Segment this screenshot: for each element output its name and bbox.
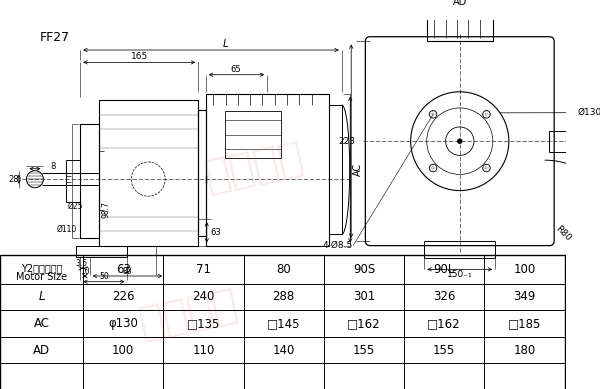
Text: 一码特价: 一码特价 bbox=[136, 283, 242, 345]
Text: 3.5: 3.5 bbox=[75, 259, 87, 268]
Text: AC: AC bbox=[353, 163, 363, 176]
Text: 28: 28 bbox=[8, 175, 19, 184]
Text: FF27: FF27 bbox=[40, 31, 70, 44]
Text: 165: 165 bbox=[131, 52, 148, 61]
Text: 65: 65 bbox=[231, 65, 241, 74]
Text: 155: 155 bbox=[353, 343, 375, 357]
Text: 8: 8 bbox=[50, 162, 56, 171]
Text: □145: □145 bbox=[267, 317, 301, 330]
Text: 100: 100 bbox=[514, 263, 536, 276]
Text: 140: 140 bbox=[272, 343, 295, 357]
Bar bbox=[76, 245, 127, 257]
Text: 90S: 90S bbox=[353, 263, 375, 276]
Text: 110: 110 bbox=[192, 343, 215, 357]
Text: AD: AD bbox=[452, 0, 467, 7]
Text: 63: 63 bbox=[116, 263, 131, 276]
Text: φ130: φ130 bbox=[108, 317, 138, 330]
Text: Ø110: Ø110 bbox=[57, 225, 77, 234]
Text: □162: □162 bbox=[427, 317, 461, 330]
Text: □185: □185 bbox=[508, 317, 541, 330]
Bar bbox=[206, 94, 329, 245]
Text: 150₋₁: 150₋₁ bbox=[447, 270, 473, 279]
Text: 240: 240 bbox=[192, 291, 215, 303]
Text: 180: 180 bbox=[514, 343, 536, 357]
Circle shape bbox=[457, 139, 462, 144]
Bar bbox=[99, 100, 198, 245]
Bar bbox=[550, 131, 568, 152]
Text: 10: 10 bbox=[80, 267, 90, 276]
Text: 226: 226 bbox=[112, 291, 134, 303]
Bar bbox=[329, 105, 342, 234]
Bar bbox=[80, 124, 99, 238]
Text: 63: 63 bbox=[210, 228, 221, 237]
Text: L: L bbox=[222, 39, 228, 49]
Text: 155: 155 bbox=[433, 343, 455, 357]
Bar bbox=[198, 110, 206, 236]
Text: 80: 80 bbox=[277, 263, 291, 276]
Text: 一码特价: 一码特价 bbox=[202, 136, 308, 198]
Text: 80: 80 bbox=[122, 267, 132, 276]
Text: 98.7: 98.7 bbox=[101, 201, 110, 218]
Text: Motor Size: Motor Size bbox=[16, 272, 67, 282]
Bar bbox=[427, 15, 493, 42]
Bar bbox=[424, 241, 495, 258]
Text: 349: 349 bbox=[513, 291, 536, 303]
Text: Ø130: Ø130 bbox=[578, 108, 600, 117]
Text: AD: AD bbox=[33, 343, 50, 357]
Text: □162: □162 bbox=[347, 317, 381, 330]
Text: AC: AC bbox=[34, 317, 50, 330]
Text: Y2电机机座号: Y2电机机座号 bbox=[21, 263, 62, 273]
Text: L: L bbox=[38, 291, 45, 303]
Text: 71: 71 bbox=[196, 263, 211, 276]
Bar bbox=[224, 111, 281, 158]
Text: R80: R80 bbox=[554, 224, 573, 243]
Text: 50: 50 bbox=[99, 272, 109, 282]
Text: □135: □135 bbox=[187, 317, 220, 330]
Text: 288: 288 bbox=[272, 291, 295, 303]
Text: 100: 100 bbox=[112, 343, 134, 357]
Text: 326: 326 bbox=[433, 291, 455, 303]
Text: 223: 223 bbox=[338, 137, 355, 145]
Text: Ø25: Ø25 bbox=[68, 202, 83, 211]
Text: 90L: 90L bbox=[434, 263, 455, 276]
Text: 4-Ø8.5: 4-Ø8.5 bbox=[323, 241, 353, 250]
Text: 301: 301 bbox=[353, 291, 375, 303]
